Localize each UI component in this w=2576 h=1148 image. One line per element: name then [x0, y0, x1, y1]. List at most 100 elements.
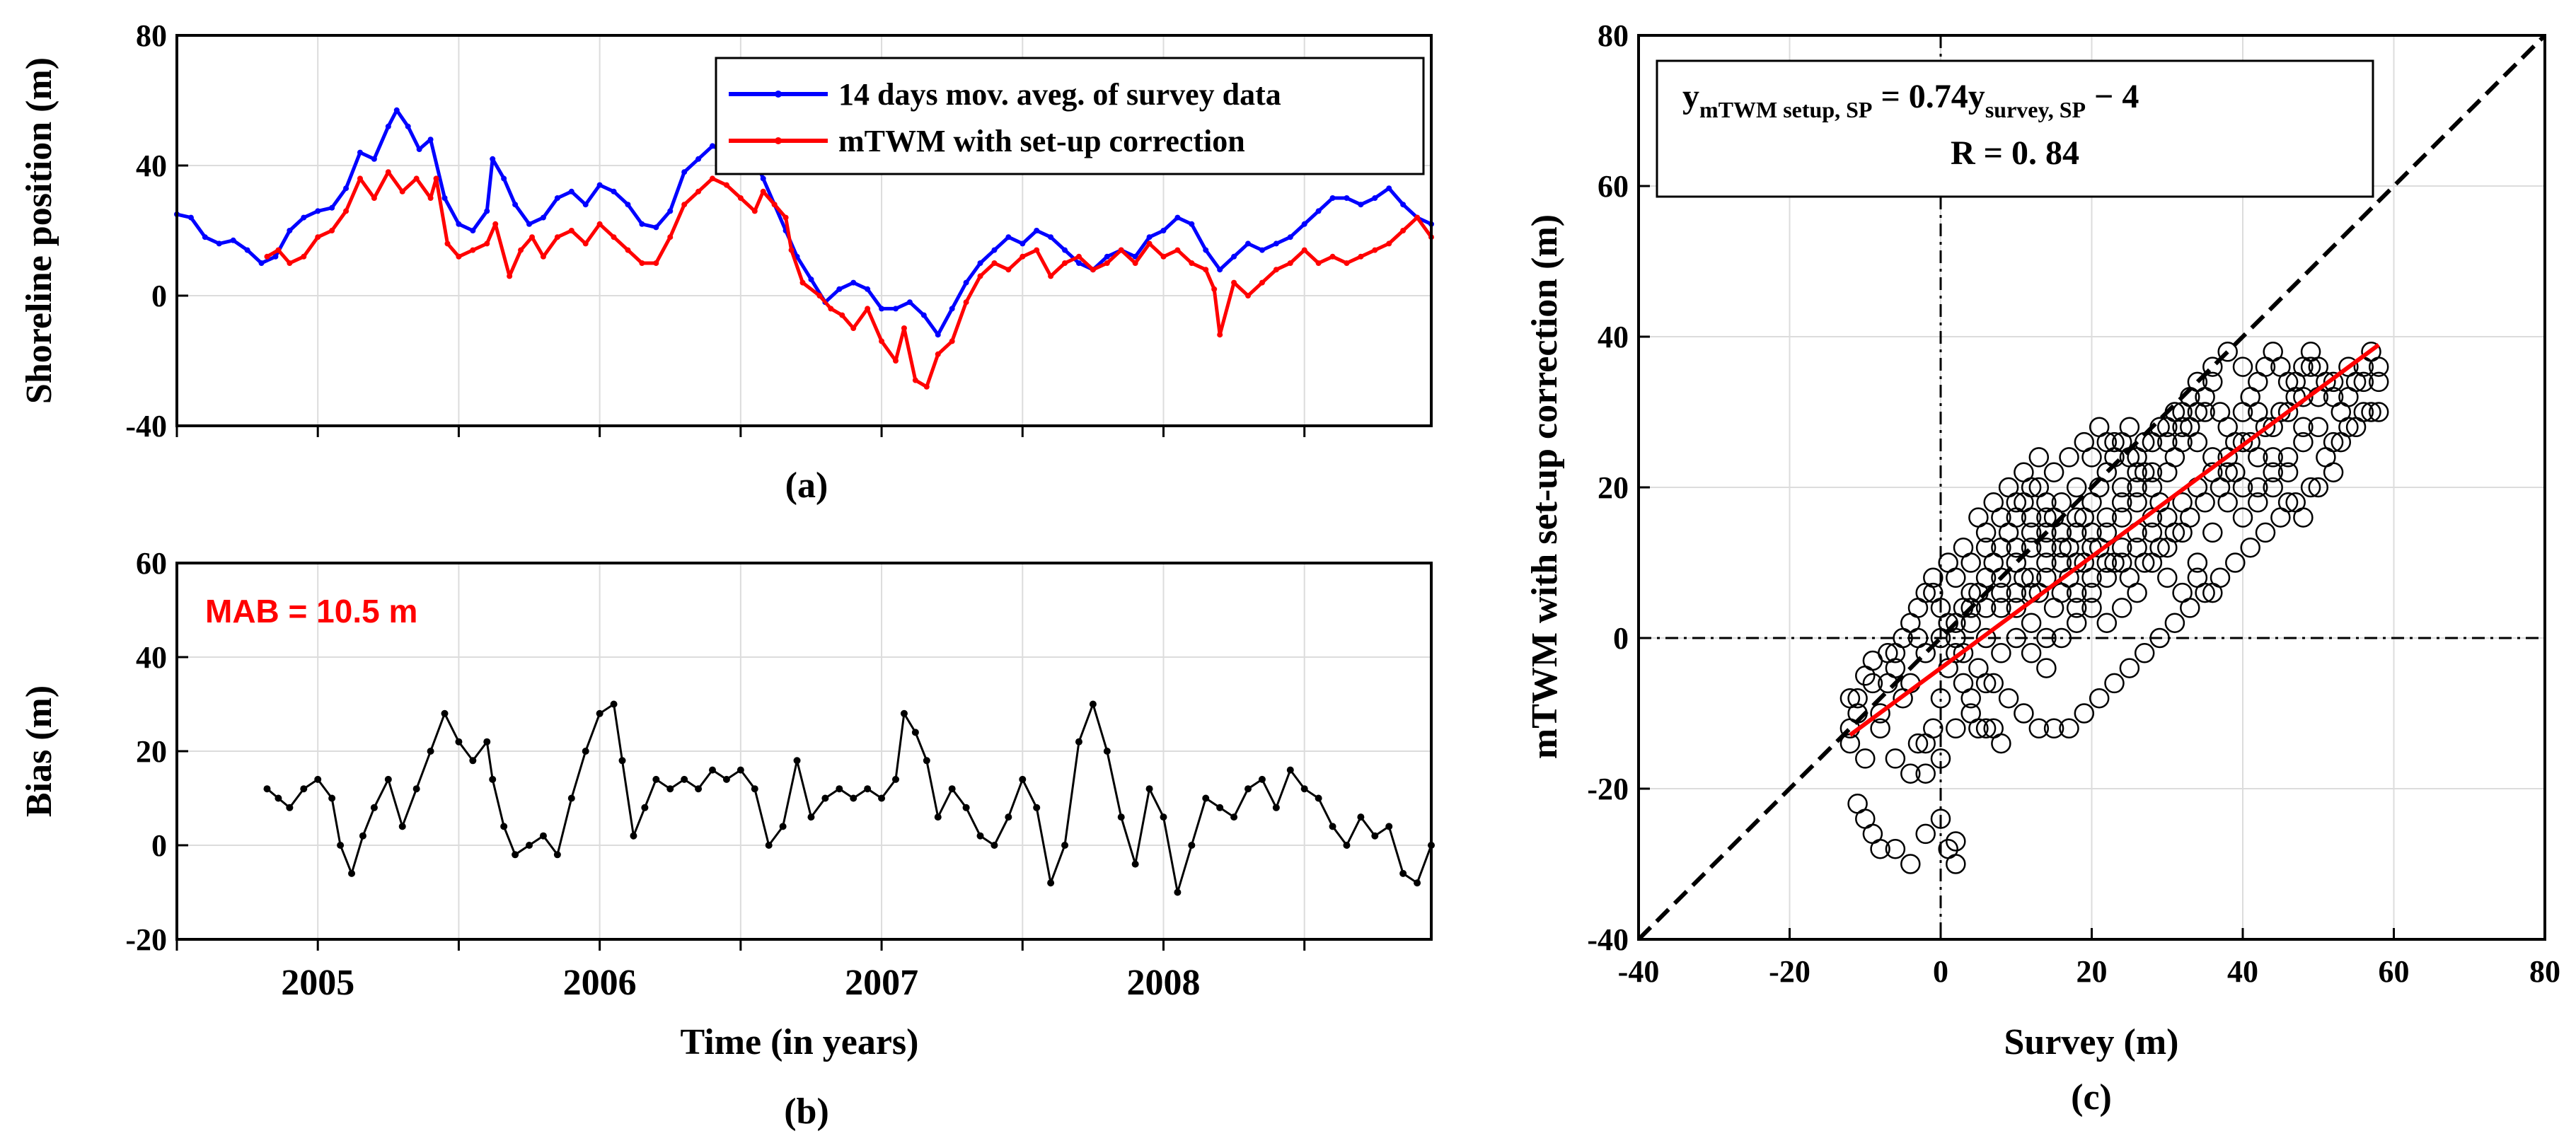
panel-c-point-291 [2059, 718, 2079, 739]
panel-a-series-0-point-16 [393, 107, 400, 113]
panel-a-series-1-point-45 [839, 312, 845, 318]
panel-c-point-140 [1975, 537, 1997, 558]
panel-c-point-253 [2074, 552, 2095, 573]
panel-b-point-45 [850, 794, 857, 802]
panel-c-point-177 [1946, 718, 1966, 739]
panel-a-series-0-point-37 [667, 208, 674, 214]
panel-b-point-36 [722, 775, 730, 783]
panel-b-point-37 [737, 766, 744, 774]
panel-b-point-16 [469, 757, 477, 765]
panel-a-series-0-point-12 [343, 185, 350, 192]
panel-a-series-1-point-15 [456, 253, 462, 260]
regression-equation: ymTWM setup, SP = 0.74ysurvey, SP − 4 [1682, 78, 2139, 122]
panel-c-chart: -40 -20 0 20 40 60 80 -40 -20 0 20 40 60 80 ymTWM se… [1525, 18, 2560, 1118]
panel-b-point-30 [641, 804, 649, 811]
panel-c-point-295 [2119, 658, 2140, 678]
panel-a-series-1-point-88 [1414, 214, 1421, 221]
panel-c-point-164 [2232, 356, 2253, 377]
panel-a-series-0-point-71 [1132, 253, 1138, 260]
panel-a-series-0-point-72 [1146, 234, 1153, 240]
panel-b-xtick-label-0: 2005 [281, 963, 354, 1003]
panel-b-point-38 [751, 785, 758, 793]
panel-c-point-207 [1915, 643, 1936, 663]
panel-a-series-1-point-39 [771, 202, 778, 208]
panel-a-series-0-point-44 [760, 175, 766, 182]
panel-b-point-2 [286, 804, 294, 811]
panel-c-point-183 [2036, 658, 2057, 678]
panel-b-xtick-label-2: 2007 [845, 963, 918, 1003]
panel-b-point-78 [1300, 785, 1308, 793]
panel-a-series-0-point-1 [187, 214, 194, 221]
panel-b-point-76 [1272, 804, 1280, 811]
panel-a-series-1-point-40 [782, 214, 789, 221]
panel-b-point-57 [1005, 813, 1012, 821]
panel-a-series-0-point-2 [202, 234, 208, 240]
eq-rhs-sub: survey, SP [1985, 97, 2086, 122]
legend-box [715, 57, 1425, 175]
panel-c-ytick-label-2: 0 [1613, 621, 1629, 656]
panel-a-series-1-point-47 [865, 306, 871, 312]
panel-c-point-143 [2021, 613, 2042, 633]
panel-c-point-211 [1975, 627, 1997, 649]
panel-a-series-0-point-83 [1301, 221, 1307, 227]
panel-c-point-122 [2127, 492, 2147, 513]
panel-a-series-0-point-38 [681, 169, 688, 175]
panel-b-point-14 [441, 709, 449, 717]
panel-a-series-1-point-82 [1329, 253, 1336, 260]
panel-b-point-22 [539, 832, 547, 840]
panel-b-x-ticks: 2005 2006 2007 2008 [175, 939, 1306, 1003]
panel-b-point-4 [314, 775, 322, 783]
panel-c-point-258 [2149, 537, 2170, 558]
panel-b-point-6 [337, 842, 345, 849]
panel-a-series-0-point-5 [244, 247, 250, 253]
panel-c-point-108 [2202, 522, 2223, 543]
panel-b-point-7 [348, 869, 356, 877]
panel-a-series-1-point-3 [301, 253, 307, 260]
panel-c-point-269 [1998, 477, 2019, 498]
panel-c-point-257 [2134, 552, 2155, 573]
panel-c-point-9 [1930, 808, 1951, 829]
panel-b-point-75 [1258, 775, 1266, 783]
panel-a-series-0-point-11 [329, 204, 335, 211]
panel-c-x-axis-label: Survey (m) [2004, 1022, 2179, 1062]
panel-a-series-0-point-80 [1259, 247, 1265, 253]
panel-c-point-306 [2285, 492, 2306, 513]
panel-a-series-0-point-82 [1287, 234, 1293, 240]
panel-c-point-114 [2293, 431, 2314, 453]
panel-a-series-1-point-84 [1358, 253, 1364, 260]
panel-b-point-46 [864, 785, 872, 793]
panel-c-point-293 [2089, 688, 2110, 709]
panel-b-point-77 [1286, 766, 1294, 774]
panel-b-point-51 [923, 757, 930, 765]
panel-b-point-21 [526, 842, 533, 849]
panel-b-point-55 [976, 832, 984, 840]
panel-c-point-116 [2036, 522, 2057, 543]
panel-c-point-271 [2028, 447, 2050, 468]
panel-b-point-58 [1019, 775, 1027, 783]
panel-c-point-121 [2111, 477, 2132, 498]
panel-a-series-1-point-27 [611, 234, 617, 240]
panel-b-point-59 [1033, 804, 1041, 811]
panel-b-ytick-label-0: -20 [125, 922, 167, 957]
panel-c-point-219 [2096, 507, 2118, 528]
panel-c-point-5 [1870, 838, 1890, 859]
panel-a-series-1-point-36 [737, 195, 744, 201]
panel-b-points [263, 700, 1435, 896]
panel-c-point-60 [2119, 417, 2140, 438]
panel-c-point-272 [1983, 492, 2004, 513]
panel-b-point-18 [489, 775, 497, 783]
panel-c-point-22 [1923, 567, 1943, 589]
panel-b-point-65 [1117, 813, 1125, 821]
panel-a-series-1-point-44 [828, 306, 834, 312]
panel-a-series-1-point-6 [343, 208, 350, 214]
panel-a-series-1-point-29 [639, 260, 645, 266]
panel-c-point-141 [1991, 582, 2011, 603]
panel-a-series-0-point-52 [865, 286, 871, 292]
panel-b-point-15 [455, 738, 463, 746]
panel-a-series-1-point-63 [1075, 253, 1082, 260]
panel-c-point-185 [2066, 598, 2087, 618]
panel-c-point-289 [2028, 718, 2050, 739]
panel-a-series-1-point-43 [816, 293, 823, 298]
panel-c-point-174 [1900, 763, 1921, 784]
panel-c-point-287 [1998, 688, 2019, 709]
